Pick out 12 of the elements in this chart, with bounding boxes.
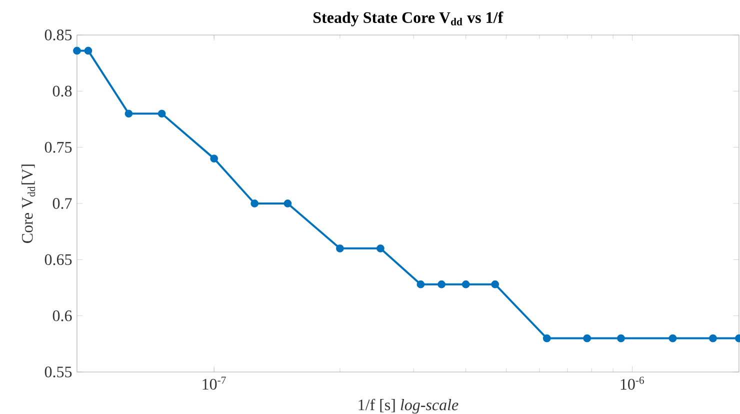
y-tick-label: 0.7	[52, 198, 72, 209]
chart-title: Steady State Core V$_{dd}$ vs 1/f	[314, 12, 504, 26]
y-tick-label: 0.85	[44, 30, 72, 40]
y-tick-label: 0.6	[52, 310, 72, 322]
y-tick-label: 0.65	[44, 254, 72, 266]
y-tick-label: 0.8	[52, 86, 72, 97]
x-tick-label: 10$^{-7}$	[202, 376, 226, 390]
x-tick-label: 10$^{-6}$	[620, 376, 644, 390]
y-axis-title: Core V$_{dd}$[V]	[21, 164, 36, 243]
x-axis-title: 1/f [s] log-scale	[358, 398, 458, 414]
y-tick-label: 0.55	[44, 366, 72, 378]
y-tick-label: 0.75	[44, 142, 72, 153]
